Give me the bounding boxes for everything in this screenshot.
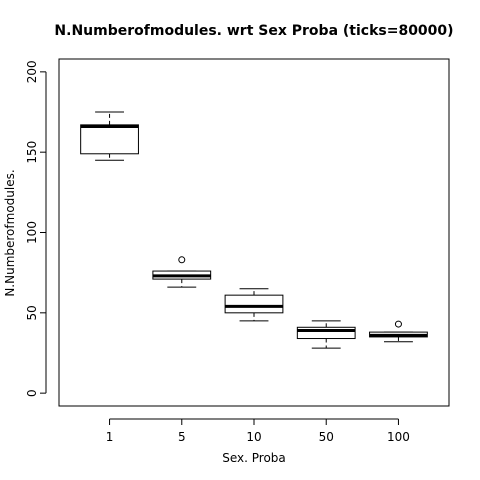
box-body: [224, 294, 284, 314]
y-tick-label-200: 200: [25, 60, 39, 83]
box-body: [296, 326, 356, 340]
box-body: [80, 124, 139, 155]
x-tick-label-1: 1: [106, 430, 114, 444]
box-100: [369, 320, 428, 343]
plot-frame: [58, 58, 450, 407]
x-axis-label: Sex. Proba: [222, 451, 286, 465]
y-axis-label: N.Numberofmodules.: [3, 169, 17, 296]
x-tick-label-50: 50: [319, 430, 334, 444]
x-tick-label-100: 100: [387, 430, 410, 444]
chart-title: N.Numberofmodules. wrt Sex Proba (ticks=…: [54, 23, 453, 39]
x-axis: 1 5 10 50 100: [106, 418, 410, 444]
box-10: [224, 288, 284, 322]
outlier-point: [394, 320, 402, 328]
box-5: [152, 256, 212, 288]
x-tick-label-5: 5: [178, 430, 186, 444]
y-axis: 0 50 100 150 200: [25, 60, 47, 397]
box-series: [80, 111, 428, 349]
outlier-point: [178, 256, 186, 264]
y-tick-label-50: 50: [25, 305, 39, 320]
y-tick-label-0: 0: [25, 389, 39, 397]
y-tick-label-150: 150: [25, 141, 39, 164]
x-tick-label-10: 10: [246, 430, 261, 444]
box-50: [296, 320, 356, 349]
y-tick-label-100: 100: [25, 221, 39, 244]
box-1: [80, 111, 139, 161]
